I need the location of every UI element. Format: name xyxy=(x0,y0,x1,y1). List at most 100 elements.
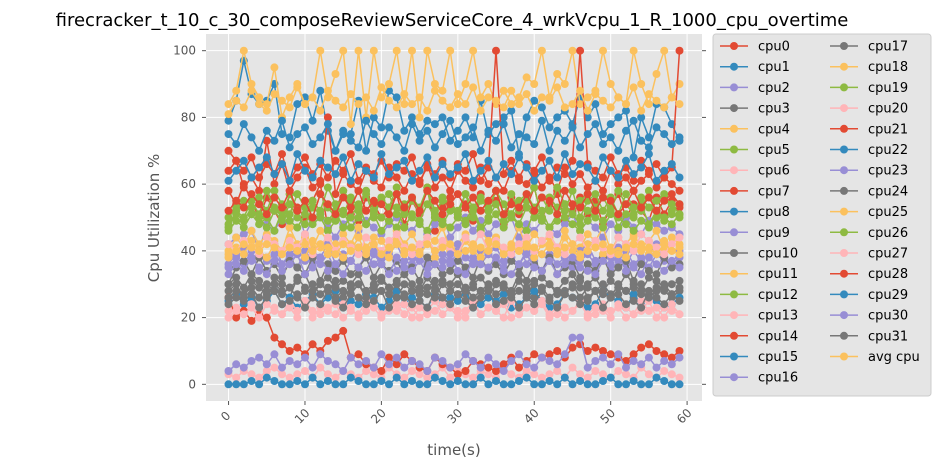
data-point xyxy=(576,226,585,235)
data-point xyxy=(453,223,462,232)
data-point xyxy=(553,310,562,319)
data-point xyxy=(438,250,447,259)
data-point xyxy=(400,256,409,265)
data-point xyxy=(476,106,485,115)
data-point xyxy=(354,203,363,212)
data-point xyxy=(293,290,302,299)
data-point xyxy=(430,226,439,235)
data-point xyxy=(423,153,432,162)
data-point xyxy=(430,306,439,315)
data-point xyxy=(568,210,577,219)
legend-label: cpu13 xyxy=(758,309,798,324)
data-point xyxy=(255,276,264,285)
data-point xyxy=(606,246,615,255)
data-point xyxy=(316,226,325,235)
data-point xyxy=(576,86,585,95)
data-point xyxy=(461,203,470,212)
data-point xyxy=(239,223,248,232)
data-point xyxy=(583,93,592,102)
data-point xyxy=(476,146,485,155)
data-point xyxy=(614,223,623,232)
data-point xyxy=(255,353,264,362)
data-point xyxy=(247,370,256,379)
data-point xyxy=(522,293,531,302)
data-point xyxy=(278,96,286,105)
data-point xyxy=(415,256,424,265)
data-point xyxy=(484,353,493,362)
legend-label: cpu21 xyxy=(868,122,908,137)
data-point xyxy=(232,373,241,382)
data-point xyxy=(369,106,378,115)
data-point xyxy=(247,173,256,182)
data-point xyxy=(362,300,371,309)
data-point xyxy=(492,186,500,195)
data-point xyxy=(438,280,447,289)
data-point xyxy=(224,206,233,215)
data-point xyxy=(576,100,585,109)
y-axis-label: Cpu Utilization % xyxy=(145,154,163,282)
legend-marker xyxy=(840,145,848,154)
data-point xyxy=(293,377,302,385)
data-point xyxy=(323,163,332,172)
data-point xyxy=(591,270,600,279)
data-point xyxy=(637,216,646,225)
data-point xyxy=(316,86,325,95)
legend-marker xyxy=(730,104,738,113)
data-point xyxy=(560,243,569,252)
data-point xyxy=(369,233,378,242)
data-point xyxy=(560,186,569,195)
data-point xyxy=(362,246,371,255)
data-point xyxy=(599,250,607,259)
data-point xyxy=(446,206,455,215)
data-point xyxy=(637,270,646,279)
data-point xyxy=(675,233,684,242)
series-cpu29 xyxy=(224,116,684,155)
data-point xyxy=(224,293,233,302)
data-point xyxy=(224,300,233,309)
y-tick-label: 80 xyxy=(181,110,196,124)
data-point xyxy=(637,260,646,269)
legend-item: cpu25 xyxy=(830,205,908,220)
data-point xyxy=(446,200,455,209)
data-point xyxy=(637,360,646,369)
data-point xyxy=(629,350,638,359)
data-point xyxy=(224,166,233,175)
data-point xyxy=(400,126,409,135)
data-point xyxy=(430,373,439,382)
data-point xyxy=(453,140,462,149)
data-point xyxy=(346,353,355,362)
data-point xyxy=(599,46,607,55)
data-point xyxy=(285,250,294,259)
data-point xyxy=(430,220,439,229)
chart-title: firecracker_t_10_c_30_composeReviewServi… xyxy=(56,10,849,31)
data-point xyxy=(308,220,317,229)
data-point xyxy=(499,210,508,219)
data-point xyxy=(354,176,363,185)
data-point xyxy=(560,150,569,159)
data-point xyxy=(606,210,615,219)
data-point xyxy=(369,130,378,139)
data-point xyxy=(224,280,233,289)
data-point xyxy=(239,290,248,299)
data-point xyxy=(247,270,256,279)
data-point xyxy=(576,273,585,282)
data-point xyxy=(568,156,577,165)
data-point xyxy=(331,276,340,285)
data-point xyxy=(606,360,615,369)
data-point xyxy=(262,253,271,262)
data-point xyxy=(614,263,623,272)
data-point xyxy=(644,286,653,295)
data-point xyxy=(453,296,462,305)
legend-marker xyxy=(730,166,738,175)
data-point xyxy=(576,377,585,385)
data-point xyxy=(446,136,455,145)
data-point xyxy=(323,120,332,129)
legend-label: cpu5 xyxy=(758,143,790,158)
legend-label: cpu30 xyxy=(868,309,908,324)
data-point xyxy=(438,130,447,139)
data-point xyxy=(583,216,592,225)
data-point xyxy=(430,80,439,88)
data-point xyxy=(622,220,630,229)
data-point xyxy=(622,313,630,322)
legend-item: cpu29 xyxy=(830,288,908,303)
